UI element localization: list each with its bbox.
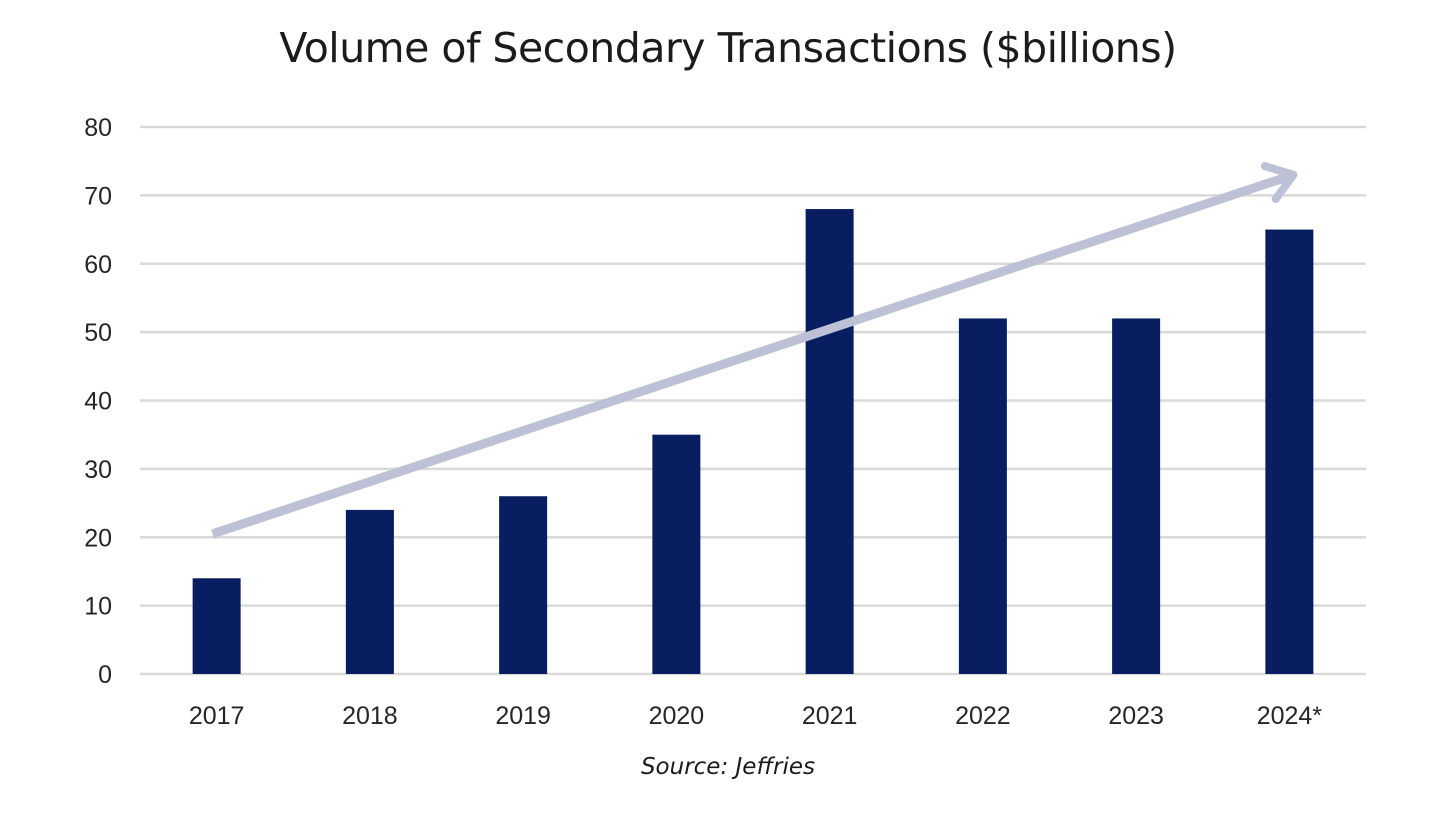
bar-2024 [1265, 229, 1314, 674]
gridlines [140, 125, 1366, 676]
y-tick-label: 70 [84, 182, 112, 210]
x-tick-label: 2018 [342, 702, 398, 730]
y-tick-label: 10 [84, 593, 112, 621]
chart-title: Volume of Secondary Transactions ($billi… [279, 24, 1177, 72]
x-tick-label: 2020 [649, 702, 705, 730]
trend-arrow [211, 162, 1298, 539]
bar-2023 [1112, 318, 1161, 674]
x-axis-ticks: 2017 2018 2019 2020 2021 2022 2023 2024* [189, 702, 1322, 730]
bar-2022 [958, 318, 1007, 674]
trend-arrow-head [1260, 162, 1298, 204]
x-tick-label: 2017 [189, 702, 245, 730]
bar-2019 [499, 496, 548, 674]
x-tick-label: 2022 [955, 702, 1011, 730]
bars [192, 209, 1314, 675]
y-tick-label: 40 [84, 388, 112, 416]
source-note: Source: Jeffries [640, 754, 816, 780]
y-tick-label: 0 [98, 661, 112, 689]
bar-2017 [192, 578, 241, 674]
y-axis-ticks: 0 10 20 30 40 50 60 70 80 [84, 114, 112, 689]
x-tick-label: 2021 [802, 702, 858, 730]
y-tick-label: 60 [84, 251, 112, 279]
x-tick-label: 2023 [1108, 702, 1164, 730]
bar-2018 [345, 509, 394, 674]
x-tick-label: 2024* [1257, 702, 1323, 730]
y-tick-label: 50 [84, 319, 112, 347]
bar-2021 [805, 209, 854, 675]
x-tick-label: 2019 [495, 702, 551, 730]
y-tick-label: 80 [84, 114, 112, 142]
y-tick-label: 20 [84, 524, 112, 552]
trend-arrow-shaft [211, 172, 1289, 539]
y-tick-label: 30 [84, 456, 112, 484]
bar-2020 [652, 434, 701, 674]
